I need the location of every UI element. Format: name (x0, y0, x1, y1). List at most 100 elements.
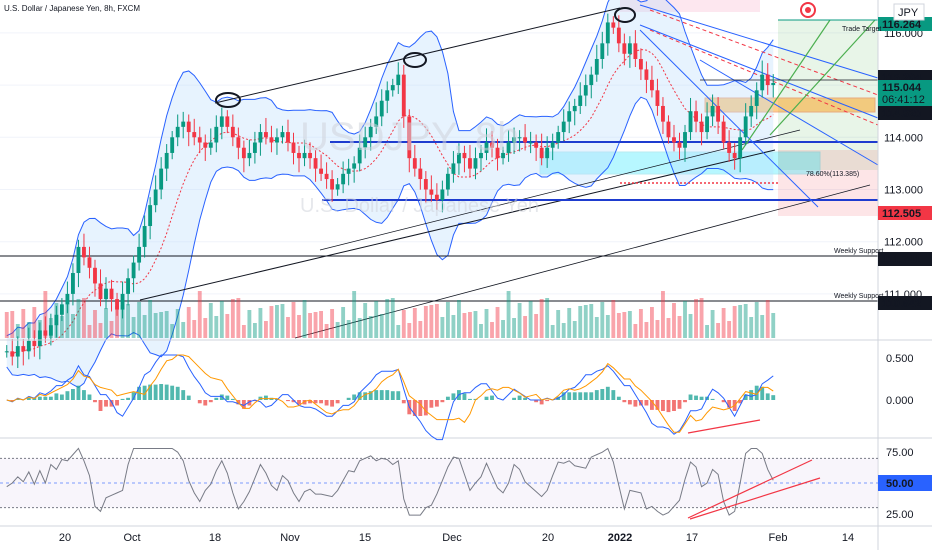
green-projection-line (741, 19, 831, 151)
time-tick-label: 20 (59, 532, 71, 544)
time-tick-label: 18 (209, 532, 221, 544)
candle-body (236, 137, 241, 148)
volume-bar (649, 307, 654, 338)
price-badge-label: 116.264 (882, 19, 922, 31)
macd-histogram-bar (611, 390, 616, 400)
macd-histogram-bar (451, 393, 456, 400)
time-tick-label: Dec (442, 532, 462, 544)
candle-body (677, 142, 682, 148)
candle-body (21, 346, 26, 352)
candle-body (379, 100, 384, 117)
candle-body (644, 69, 649, 80)
candle-body (512, 137, 517, 143)
volume-bar (490, 322, 494, 338)
candle-body (616, 27, 621, 44)
volume-bar (622, 312, 627, 338)
macd-histogram-bar (627, 400, 632, 405)
macd-histogram-bar (319, 400, 324, 404)
candle-body (484, 142, 489, 153)
macd-histogram-bar (583, 392, 588, 400)
volume-bar (368, 316, 373, 338)
macd-histogram-bar (749, 390, 754, 400)
volume-bar (561, 323, 566, 338)
macd-histogram-bar (434, 400, 439, 407)
supply-zone-box (704, 97, 876, 113)
volume-bar (611, 300, 616, 338)
candle-body (473, 158, 478, 169)
price-axis[interactable]: 116.000115.000114.000113.000112.000111.0… (806, 17, 932, 310)
macd-histogram-bar (512, 397, 517, 400)
candle-body (203, 142, 208, 148)
candle-body (363, 137, 368, 148)
price-badge (878, 296, 932, 310)
macd-histogram-bar (48, 396, 53, 400)
volume-bar (765, 300, 770, 338)
candle-body (258, 132, 263, 143)
volume-bar (672, 303, 676, 338)
volume-bar (677, 316, 682, 338)
volume-bar (70, 314, 75, 338)
macd-histogram-bar (170, 385, 175, 400)
rsi-highlight-badge (878, 475, 932, 491)
macd-histogram-bar (738, 400, 743, 404)
candle-body (291, 142, 296, 153)
volume-bar (109, 321, 114, 338)
macd-histogram-bar (385, 390, 390, 400)
candle-body (297, 152, 301, 159)
volume-bar (59, 316, 64, 338)
volume-bar (313, 312, 318, 338)
macd-histogram-bar (357, 392, 362, 400)
candle-body (738, 137, 743, 159)
volume-bar (705, 325, 710, 338)
candle-body (302, 152, 307, 159)
rsi-tick-label: 25.00 (886, 509, 914, 521)
volume-bar (341, 307, 346, 338)
volume-bar (517, 303, 522, 338)
price-badge-label: 110.842 (882, 298, 921, 310)
macd-histogram-bar (186, 395, 191, 400)
macd-histogram-bar (142, 385, 147, 400)
volume-bar (4, 312, 9, 338)
candle-body (396, 74, 401, 86)
volume-bar (528, 301, 533, 338)
candle-body (26, 340, 31, 352)
volume-bar (572, 321, 577, 338)
macd-histogram-bar (743, 394, 748, 400)
volume-bar (743, 304, 748, 338)
volume-bar (159, 312, 164, 338)
volume-bar (164, 311, 169, 338)
volume-bar (319, 311, 324, 338)
candle-body (10, 351, 15, 357)
macd-tick-label: 0.000 (886, 395, 914, 407)
candle-body (561, 121, 566, 133)
volume-bar (324, 324, 329, 338)
volume-bar (32, 307, 37, 338)
candle-body (43, 330, 48, 336)
macd-histogram-bar (109, 400, 114, 407)
macd-histogram-bar (490, 395, 494, 400)
candle-body (70, 273, 75, 294)
volume-bar (661, 291, 665, 338)
volume-bar (76, 299, 81, 338)
volume-bar (137, 302, 142, 338)
candle-body (93, 267, 97, 284)
volume-bar (434, 304, 439, 338)
candle-body (230, 126, 235, 138)
macd-histogram-bar (313, 400, 318, 404)
macd-histogram-bar (335, 400, 340, 404)
candle-body (335, 184, 340, 190)
candle-body (142, 226, 147, 247)
volume-bar (379, 314, 384, 338)
rsi-pane: 75.00 25.00 50.00 (0, 447, 932, 521)
candles (4, 13, 776, 369)
trend-lines[interactable] (0, 4, 879, 339)
time-axis[interactable]: 20 Oct 18 Nov 15 Dec 20 2022 17 Feb 14 (59, 532, 854, 544)
price-badge-label: 114.520 (882, 108, 921, 120)
volume-bar (219, 301, 224, 338)
macd-histogram-bar (484, 396, 489, 400)
hand-drawn-markers (215, 2, 816, 108)
macd-histogram-bar (589, 392, 594, 400)
macd-histogram-bar (324, 400, 329, 406)
